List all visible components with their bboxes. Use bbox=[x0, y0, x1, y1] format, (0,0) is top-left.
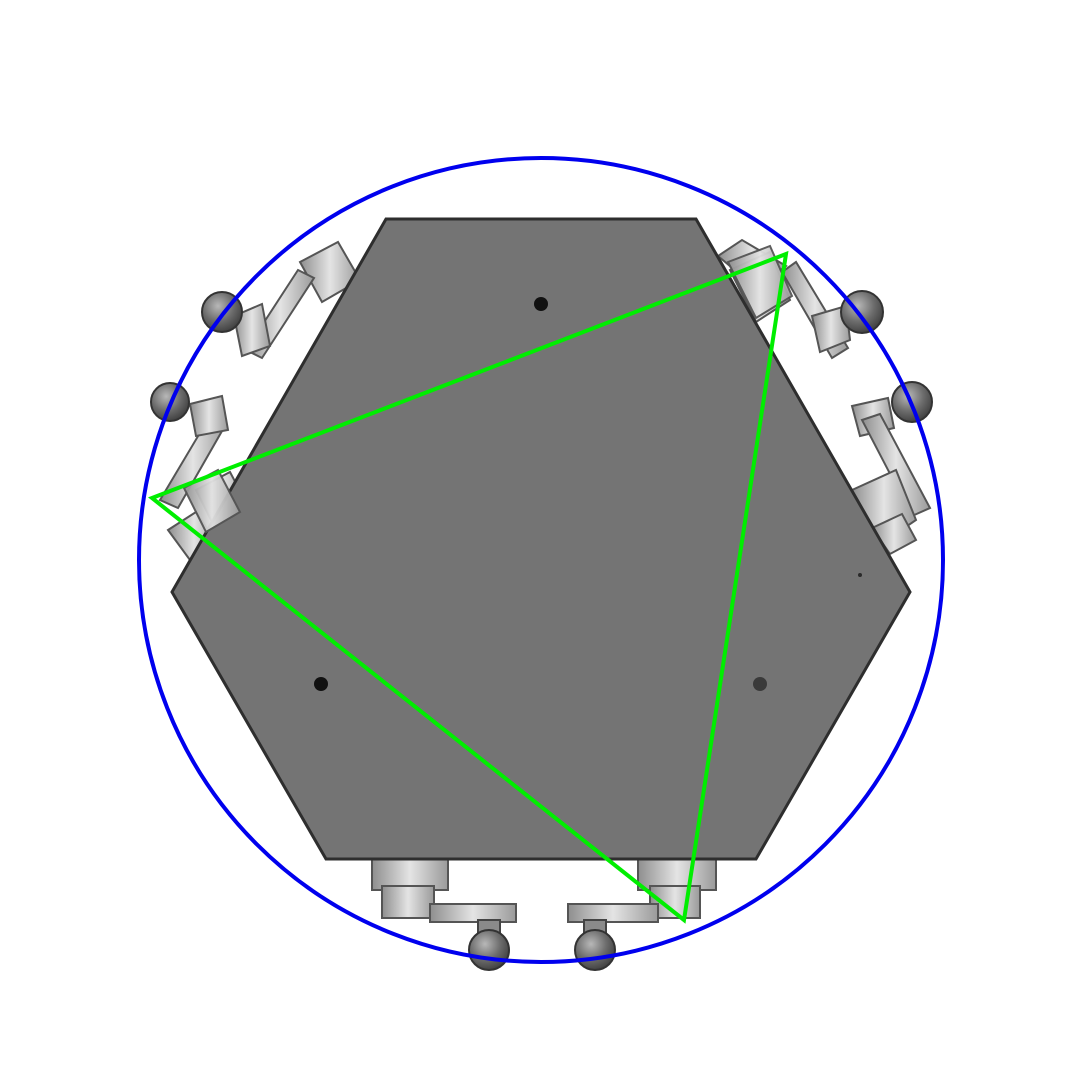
contact-triangle bbox=[148, 250, 789, 924]
hexagonal-plate bbox=[170, 217, 912, 861]
leg-upper-right-bottom bbox=[850, 381, 933, 556]
hole-right bbox=[753, 677, 767, 691]
leg-bottom-left bbox=[371, 855, 517, 971]
leg-bottom-right bbox=[567, 855, 717, 971]
hole-small bbox=[858, 573, 862, 577]
hole-top bbox=[534, 297, 548, 311]
enclosing-circle bbox=[137, 156, 945, 964]
hole-left bbox=[314, 677, 328, 691]
bracket-overlay-right bbox=[726, 244, 794, 320]
